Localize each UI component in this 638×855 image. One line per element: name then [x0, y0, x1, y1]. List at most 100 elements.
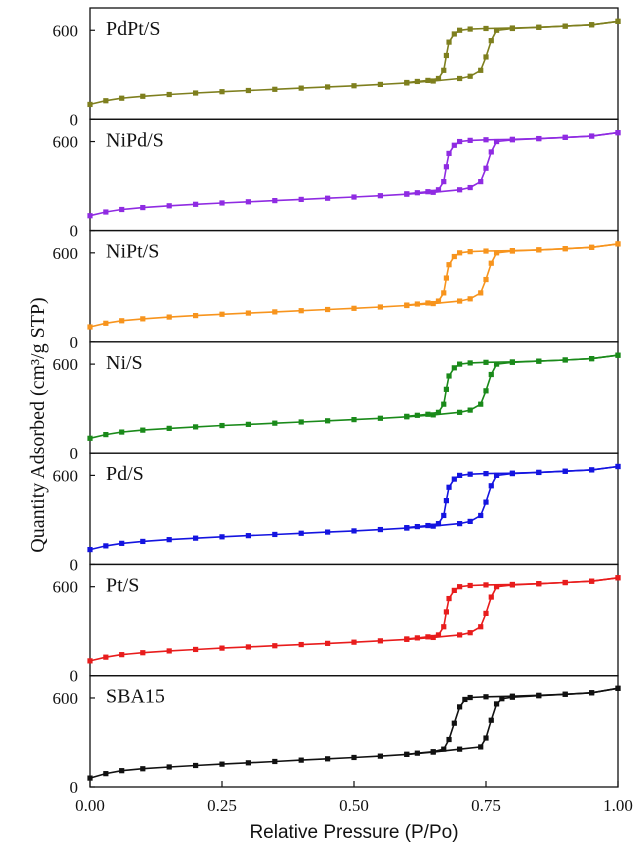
adsorption-point [325, 418, 331, 424]
desorption-point [404, 79, 410, 86]
adsorption-point [103, 98, 109, 104]
desorption-point [483, 137, 489, 143]
desorption-line-nipt-s [406, 243, 619, 306]
adsorption-point [87, 101, 93, 108]
desorption-point [425, 300, 431, 306]
desorption-point [562, 691, 568, 697]
desorption-point [414, 635, 420, 641]
adsorption-point [325, 529, 331, 535]
desorption-point [457, 138, 463, 145]
y-tick-label: 0 [70, 222, 79, 241]
adsorption-point [488, 483, 494, 489]
adsorption-point [103, 543, 109, 549]
adsorption-point [193, 201, 199, 207]
adsorption-point [478, 744, 484, 750]
adsorption-point [219, 89, 225, 95]
desorption-point [509, 359, 515, 365]
adsorption-point [272, 197, 278, 204]
adsorption-point [166, 91, 172, 98]
x-tick-label: 0.25 [207, 796, 237, 815]
panel-ni-s: 0 600 Ni/S [53, 341, 621, 463]
series-label-pt-s: Pt/S [106, 574, 139, 596]
adsorption-point [166, 203, 172, 209]
desorption-point [467, 582, 473, 589]
desorption-point [483, 248, 489, 254]
desorption-point [562, 468, 568, 474]
adsorption-point [457, 521, 463, 527]
desorption-point [457, 472, 463, 478]
adsorption-point [245, 87, 251, 94]
desorption-point [467, 694, 473, 701]
desorption-point [425, 77, 431, 84]
x-axis: 0.00 0.25 0.50 0.75 1.00 [75, 781, 633, 815]
desorption-line-nipd-s [406, 131, 619, 195]
y-tick-label: 600 [53, 133, 79, 152]
desorption-point [441, 624, 447, 630]
panel-frame [89, 675, 619, 788]
desorption-point [414, 301, 420, 307]
adsorption-point [478, 67, 484, 73]
desorption-point [483, 25, 489, 32]
adsorption-point [430, 300, 436, 307]
desorption-point [589, 244, 595, 250]
adsorption-point [377, 415, 383, 421]
desorption-point [435, 75, 442, 82]
adsorption-point [457, 632, 463, 638]
desorption-point [404, 191, 410, 197]
adsorption-point [467, 518, 473, 524]
desorption-point [404, 636, 410, 642]
adsorption-point [87, 435, 93, 441]
adsorption-point [298, 419, 304, 425]
adsorption-point [245, 644, 251, 650]
adsorption-point [219, 761, 225, 767]
adsorption-point [193, 90, 199, 96]
desorption-point [562, 246, 568, 252]
adsorption-point [467, 407, 473, 413]
adsorption-point [467, 73, 473, 79]
desorption-point [483, 582, 489, 588]
y-tick-label: 0 [70, 667, 79, 686]
desorption-point [562, 23, 568, 29]
y-tick-label: 0 [70, 110, 79, 129]
adsorption-point [119, 429, 125, 435]
desorption-point [414, 750, 420, 756]
y-tick-label: 0 [70, 778, 79, 797]
adsorption-point [219, 534, 225, 540]
adsorption-point [377, 526, 383, 533]
desorption-point [451, 142, 457, 148]
desorption-line-pdpt-s [406, 20, 619, 84]
adsorption-point [430, 634, 436, 641]
y-tick-label: 600 [53, 578, 79, 597]
adsorption-point [193, 312, 199, 319]
adsorption-point [493, 250, 500, 256]
adsorption-point [219, 200, 225, 206]
desorption-point [441, 746, 447, 752]
desorption-point [536, 692, 542, 698]
adsorption-point [488, 260, 494, 266]
adsorption-point [467, 630, 473, 636]
desorption-point [443, 498, 449, 504]
adsorption-point [457, 409, 463, 415]
desorption-point [467, 249, 473, 255]
adsorption-point [493, 27, 500, 33]
adsorption-point [140, 538, 146, 545]
desorption-point [457, 27, 463, 33]
adsorption-point [483, 388, 489, 394]
series-label-nipd-s: NiPd/S [106, 129, 164, 151]
x-tick-label: 0.00 [75, 796, 105, 815]
adsorption-point [219, 311, 225, 317]
desorption-point [451, 253, 457, 260]
x-tick-label: 0.50 [339, 796, 369, 815]
adsorption-point [483, 276, 489, 283]
panel-pd-s: 0 600 Pd/S [53, 452, 621, 574]
desorption-point [443, 52, 449, 59]
adsorption-point [478, 179, 484, 185]
adsorption-point [430, 78, 436, 84]
panel-pdpt-s: 0 600 PdPt/S [53, 7, 621, 129]
y-tick-label: 600 [53, 689, 79, 708]
adsorption-point [351, 417, 357, 423]
desorption-point [536, 247, 542, 253]
desorption-point [615, 241, 621, 247]
adsorption-point [325, 84, 331, 90]
y-tick-label: 600 [53, 355, 79, 374]
